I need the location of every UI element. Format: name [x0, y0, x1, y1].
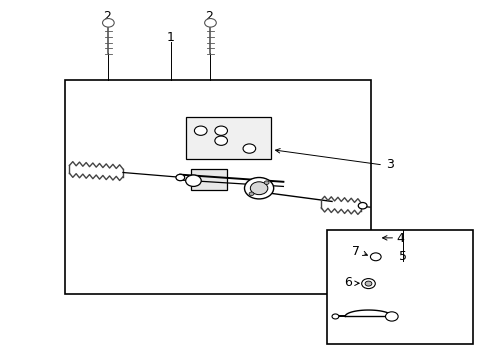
Circle shape: [243, 144, 255, 153]
Circle shape: [204, 18, 216, 27]
Circle shape: [250, 182, 267, 195]
Text: 2: 2: [103, 10, 111, 23]
Circle shape: [185, 175, 201, 186]
Bar: [191, 168, 227, 190]
Circle shape: [358, 203, 366, 209]
Circle shape: [248, 192, 253, 195]
Text: 3: 3: [386, 158, 393, 171]
Text: 6: 6: [344, 276, 352, 289]
Circle shape: [102, 18, 114, 27]
Bar: [326, 230, 472, 344]
Circle shape: [361, 279, 374, 289]
Circle shape: [365, 281, 371, 286]
Bar: [64, 80, 370, 294]
Circle shape: [214, 126, 227, 135]
Circle shape: [385, 312, 397, 321]
Circle shape: [176, 174, 184, 181]
Circle shape: [194, 126, 206, 135]
Text: 7: 7: [352, 245, 360, 258]
Text: 1: 1: [166, 31, 174, 44]
Text: 4: 4: [395, 233, 403, 246]
Circle shape: [331, 314, 338, 319]
Bar: [186, 117, 271, 158]
Circle shape: [264, 181, 268, 184]
Circle shape: [214, 136, 227, 145]
Text: 5: 5: [398, 250, 406, 263]
Circle shape: [370, 253, 380, 261]
Text: 2: 2: [205, 10, 213, 23]
Circle shape: [244, 177, 273, 199]
